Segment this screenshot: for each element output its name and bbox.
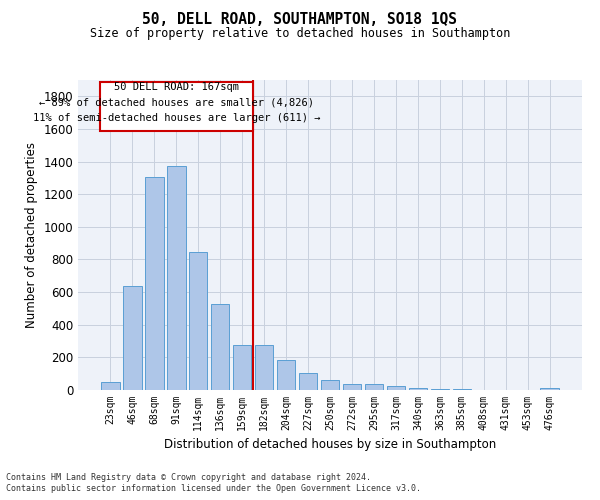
Bar — [365, 384, 383, 390]
Text: 11% of semi-detached houses are larger (611) →: 11% of semi-detached houses are larger (… — [33, 114, 320, 124]
X-axis label: Distribution of detached houses by size in Southampton: Distribution of detached houses by size … — [164, 438, 496, 452]
Bar — [431, 388, 449, 390]
Bar — [320, 380, 340, 390]
Bar — [211, 304, 229, 390]
Text: Size of property relative to detached houses in Southampton: Size of property relative to detached ho… — [90, 28, 510, 40]
Bar — [409, 388, 427, 390]
Bar — [101, 382, 119, 390]
Text: 50, DELL ROAD, SOUTHAMPTON, SO18 1QS: 50, DELL ROAD, SOUTHAMPTON, SO18 1QS — [143, 12, 458, 28]
Text: Contains HM Land Registry data © Crown copyright and database right 2024.: Contains HM Land Registry data © Crown c… — [6, 473, 371, 482]
Bar — [277, 360, 295, 390]
Bar — [343, 384, 361, 390]
Bar — [255, 345, 274, 390]
Y-axis label: Number of detached properties: Number of detached properties — [25, 142, 38, 328]
Bar — [452, 389, 471, 390]
Text: Contains public sector information licensed under the Open Government Licence v3: Contains public sector information licen… — [6, 484, 421, 493]
FancyBboxPatch shape — [100, 82, 253, 130]
Bar — [189, 252, 208, 390]
Text: 50 DELL ROAD: 167sqm: 50 DELL ROAD: 167sqm — [114, 82, 239, 92]
Bar — [123, 286, 142, 390]
Bar — [167, 166, 185, 390]
Text: ← 89% of detached houses are smaller (4,826): ← 89% of detached houses are smaller (4,… — [39, 98, 314, 108]
Bar — [541, 388, 559, 390]
Bar — [145, 177, 164, 390]
Bar — [386, 386, 405, 390]
Bar — [299, 373, 317, 390]
Bar — [233, 345, 251, 390]
